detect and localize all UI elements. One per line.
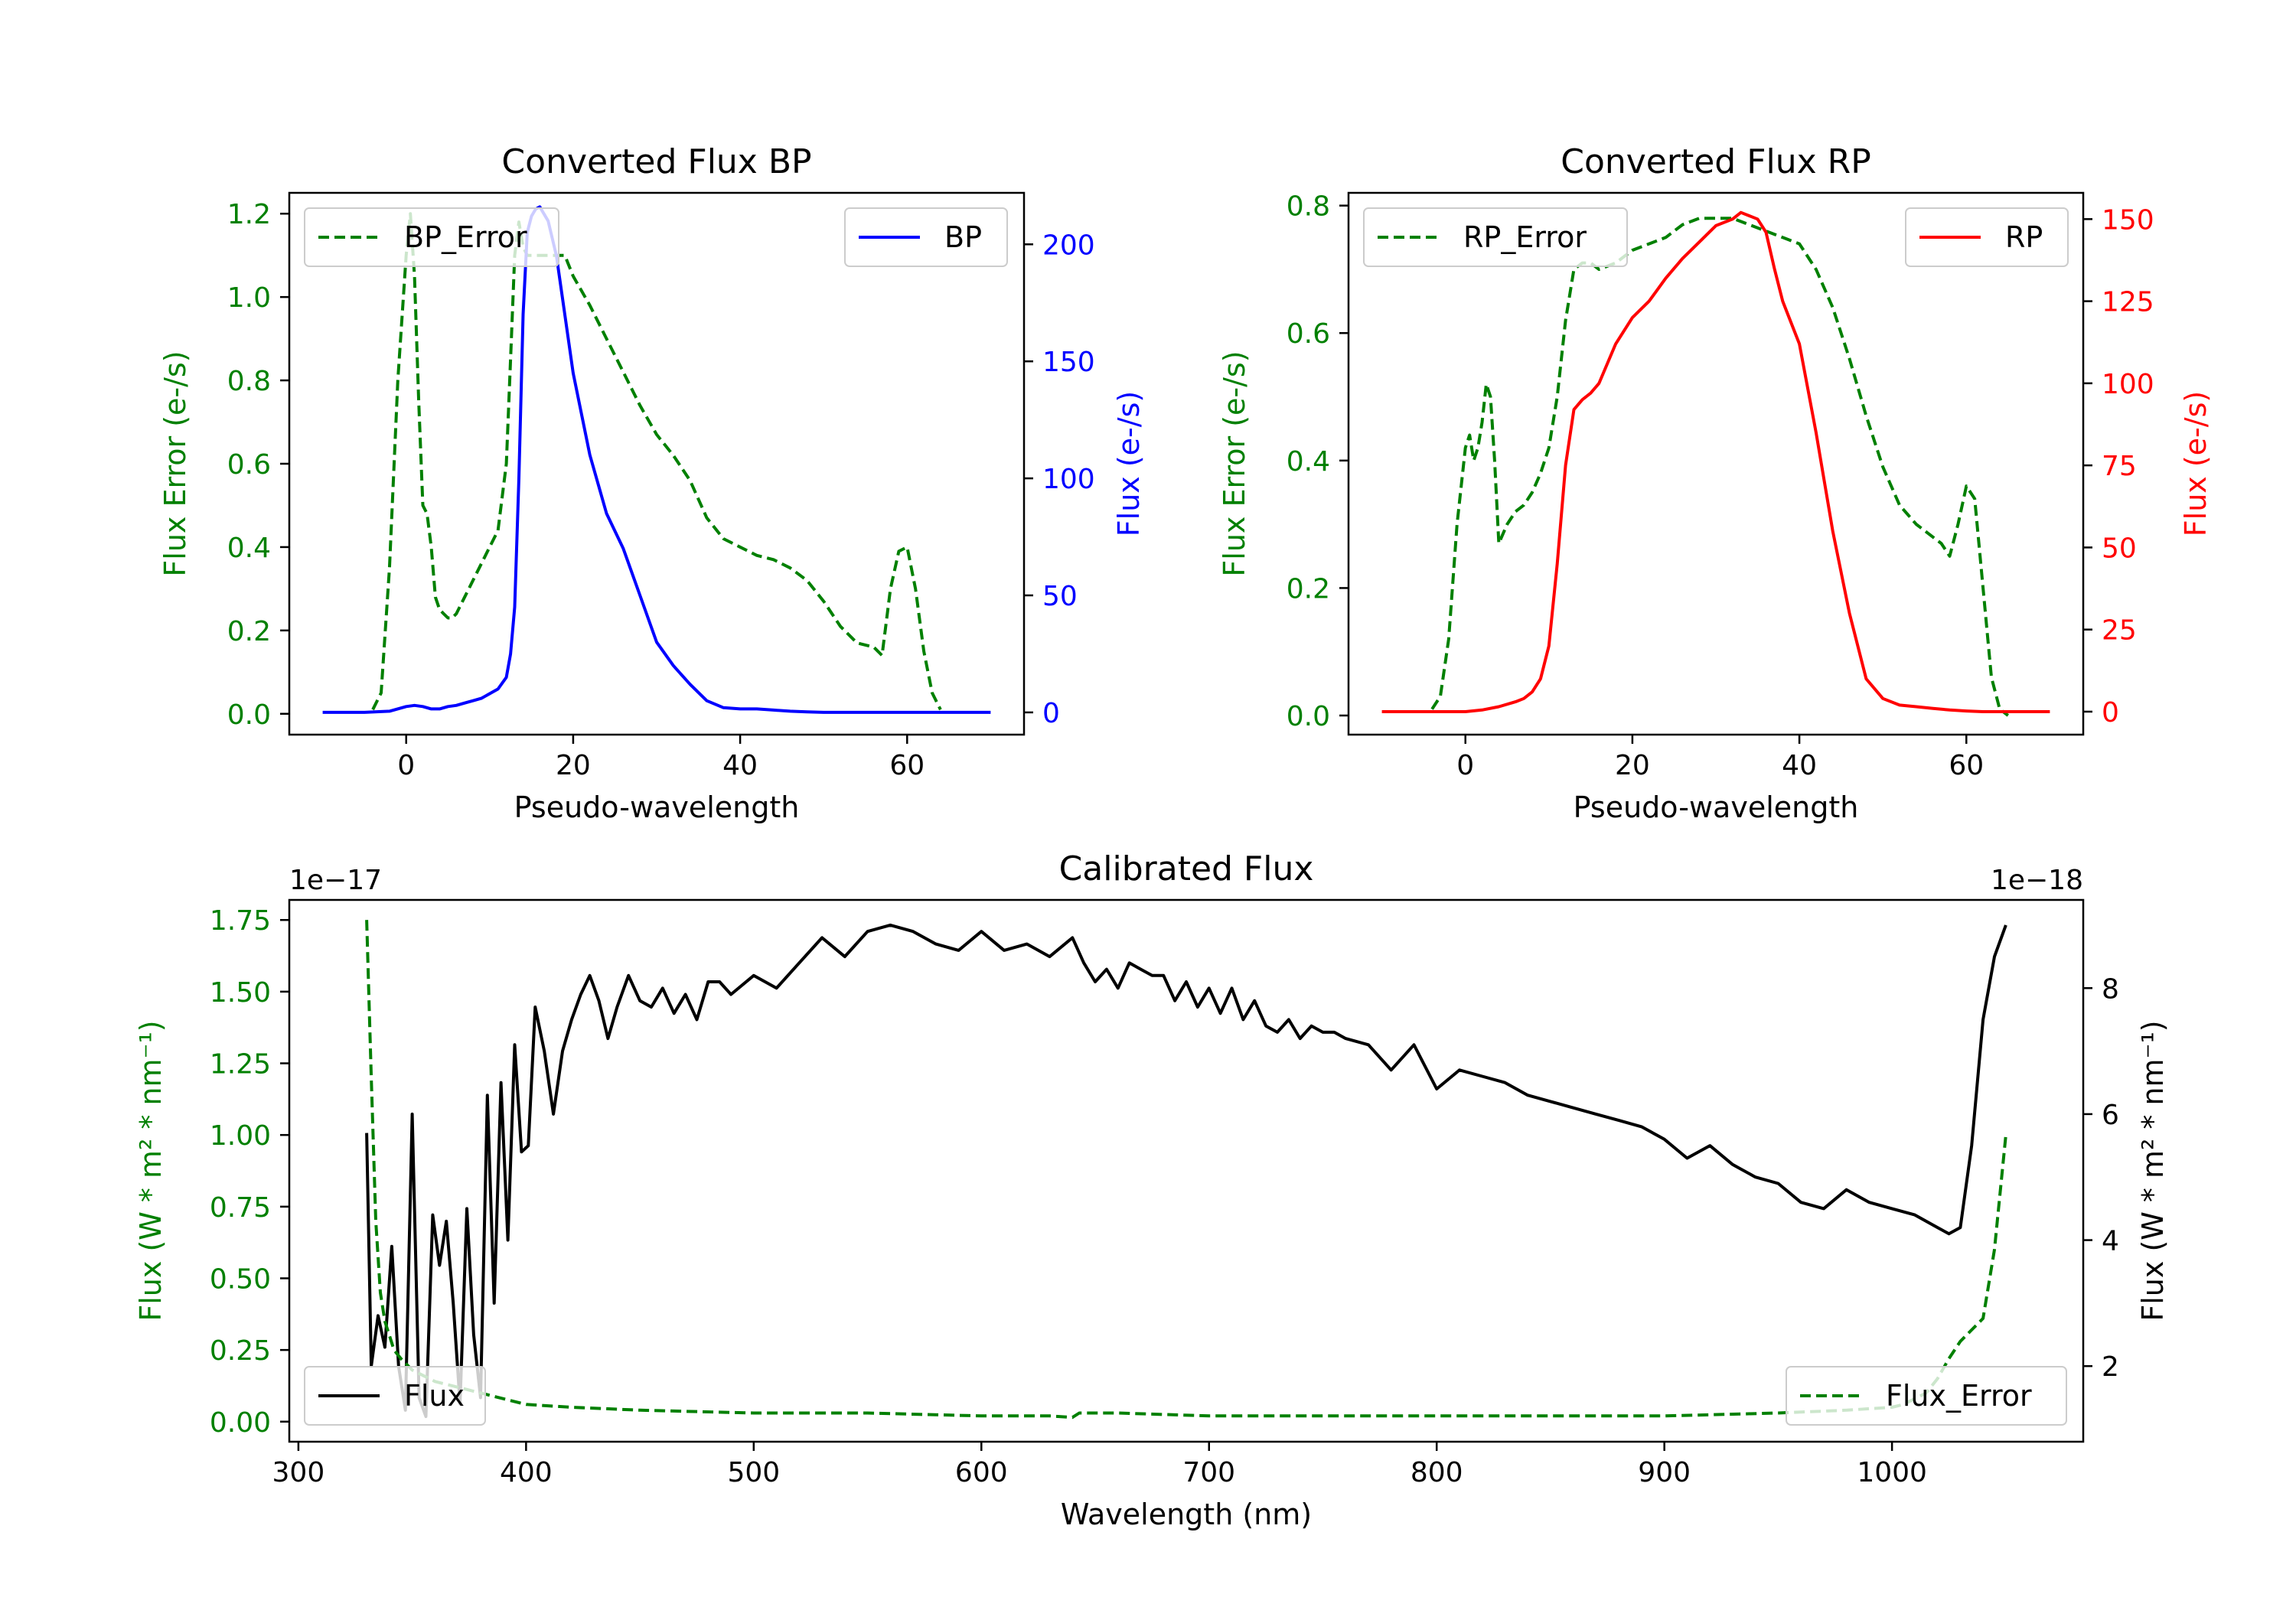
x-tick-label: 900 — [1638, 1457, 1691, 1488]
y-left-tick-label: 0.4 — [1287, 446, 1330, 478]
x-tick-label: 0 — [397, 750, 415, 781]
y-right-tick-label: 75 — [2102, 451, 2137, 482]
y-right-tick-label: 50 — [1042, 581, 1078, 612]
y-right-tick-label: 200 — [1042, 230, 1095, 261]
y-right-tick-label: 4 — [2102, 1226, 2119, 1257]
y-right-tick-label: 150 — [2102, 204, 2154, 236]
y-left-tick-label: 0.2 — [1287, 573, 1330, 605]
y-right-tick-label: 100 — [1042, 464, 1095, 495]
y-left-tick-label: 1.75 — [210, 905, 271, 937]
legend-label: RP_Error — [1463, 220, 1587, 254]
y-left-tick-label: 0.00 — [210, 1407, 271, 1439]
chart-cal: 300 400 500 600 700 800 900 1000 0.00 0.25 0.50 0.7… — [134, 849, 2170, 1531]
x-tick-label: 40 — [722, 750, 758, 781]
y-right-tick-label: 6 — [2102, 1100, 2119, 1131]
x-tick-label: 500 — [727, 1457, 780, 1488]
legend-label: BP — [944, 220, 982, 254]
series-flux — [365, 923, 2007, 1419]
legend-box — [304, 207, 559, 267]
y-right-tick-label: 0 — [2102, 697, 2119, 729]
series-rp-error — [1430, 217, 2010, 717]
x-tick-label: 300 — [272, 1457, 325, 1488]
x-tick-label: 600 — [955, 1457, 1008, 1488]
legend-label: RP — [2005, 220, 2043, 254]
y-left-axis-label: Flux Error (e-/s) — [158, 350, 192, 576]
y-left-tick-label: 0.2 — [227, 616, 271, 647]
legend: Flux — [304, 1366, 486, 1426]
x-axis-label: Pseudo-wavelength — [514, 790, 800, 824]
y-right-tick-label: 150 — [1042, 347, 1095, 378]
y-right-tick-label: 100 — [2102, 369, 2154, 400]
x-tick-label: 40 — [1782, 750, 1817, 781]
y-left-tick-label: 0.6 — [1287, 318, 1330, 350]
y-right-axis-label: Flux (e-/s) — [2179, 391, 2213, 536]
plot-frame — [1347, 191, 2085, 736]
x-axis-label: Wavelength (nm) — [1061, 1498, 1312, 1531]
legend: BP — [844, 207, 1008, 267]
x-tick-label: 400 — [500, 1457, 553, 1488]
plot-frame — [288, 898, 2085, 1443]
x-tick-label: 700 — [1182, 1457, 1235, 1488]
chart-title: Converted Flux RP — [1561, 142, 1871, 181]
legend-box — [844, 207, 1008, 267]
y-left-tick-label: 0.4 — [227, 533, 271, 564]
y-left-tick-label: 0.0 — [227, 699, 271, 731]
legend: RP — [1905, 207, 2069, 267]
legend-box — [304, 1366, 486, 1426]
y-left-tick-label: 0.50 — [210, 1263, 271, 1295]
y-left-tick-label: 0.8 — [227, 366, 271, 397]
x-axis-label: Pseudo-wavelength — [1574, 790, 1859, 824]
legend: BP_Error — [304, 207, 559, 267]
x-tick-label: 20 — [1615, 750, 1650, 781]
y-right-tick-label: 0 — [1042, 698, 1060, 729]
y-right-tick-label: 50 — [2102, 533, 2137, 564]
y-left-tick-label: 1.00 — [210, 1120, 271, 1152]
chart-title: Converted Flux BP — [501, 142, 811, 181]
legend: RP_Error — [1363, 207, 1628, 267]
series-bp — [322, 205, 991, 714]
y-left-tick-label: 0.75 — [210, 1192, 271, 1224]
y-right-tick-label: 25 — [2102, 615, 2137, 647]
y-left-axis-label: Flux Error (e-/s) — [1218, 350, 1251, 576]
y-left-tick-label: 0.8 — [1287, 191, 1330, 223]
legend: Flux_Error — [1786, 1366, 2067, 1426]
y-right-tick-label: 125 — [2102, 287, 2154, 318]
y-left-tick-label: 1.0 — [227, 282, 271, 314]
x-tick-label: 20 — [556, 750, 591, 781]
legend-label: BP_Error — [404, 220, 527, 254]
y-right-tick-label: 2 — [2102, 1351, 2119, 1383]
y-left-offset-text: 1e−17 — [289, 865, 382, 896]
y-right-axis-label: Flux (e-/s) — [1112, 391, 1146, 536]
x-tick-label: 0 — [1456, 750, 1474, 781]
legend-label: Flux_Error — [1886, 1379, 2032, 1413]
legend-label: Flux — [404, 1379, 465, 1413]
x-tick-label: 60 — [1949, 750, 1984, 781]
y-left-tick-label: 0.0 — [1287, 701, 1330, 732]
y-left-tick-label: 0.6 — [227, 449, 271, 481]
chart-bp: 0 20 40 60 0.0 0.2 0.4 0.6 0.8 1.0 1.2 0 50 100 150 200… — [158, 142, 1146, 824]
y-left-tick-label: 1.25 — [210, 1049, 271, 1081]
chart-rp: 0 20 40 60 0.0 0.2 0.4 0.6 0.8 0 25 50 75 100 125 150 Co… — [1218, 142, 2213, 824]
y-left-tick-label: 1.2 — [227, 199, 271, 230]
y-left-tick-label: 1.50 — [210, 977, 271, 1009]
y-right-offset-text: 1e−18 — [1991, 865, 2083, 896]
series-flux-error — [365, 920, 2007, 1420]
y-left-axis-label: Flux (W * m² * nm⁻¹) — [134, 1020, 168, 1321]
y-right-tick-label: 8 — [2102, 973, 2119, 1005]
chart-title: Calibrated Flux — [1059, 849, 1314, 888]
legend-box — [1363, 207, 1628, 267]
charts-layer: 0 20 40 600.00.20.40.60.81.01.2050100150200… — [134, 142, 2213, 1531]
legend-box — [1786, 1366, 2067, 1426]
series-rp — [1381, 210, 2050, 713]
x-tick-label: 60 — [889, 750, 925, 781]
y-left-tick-label: 0.25 — [210, 1335, 271, 1367]
y-right-axis-label: Flux (W * m² * nm⁻¹) — [2136, 1020, 2170, 1321]
x-tick-label: 800 — [1411, 1457, 1463, 1488]
legend-box — [1905, 207, 2069, 267]
x-tick-label: 1000 — [1857, 1457, 1927, 1488]
